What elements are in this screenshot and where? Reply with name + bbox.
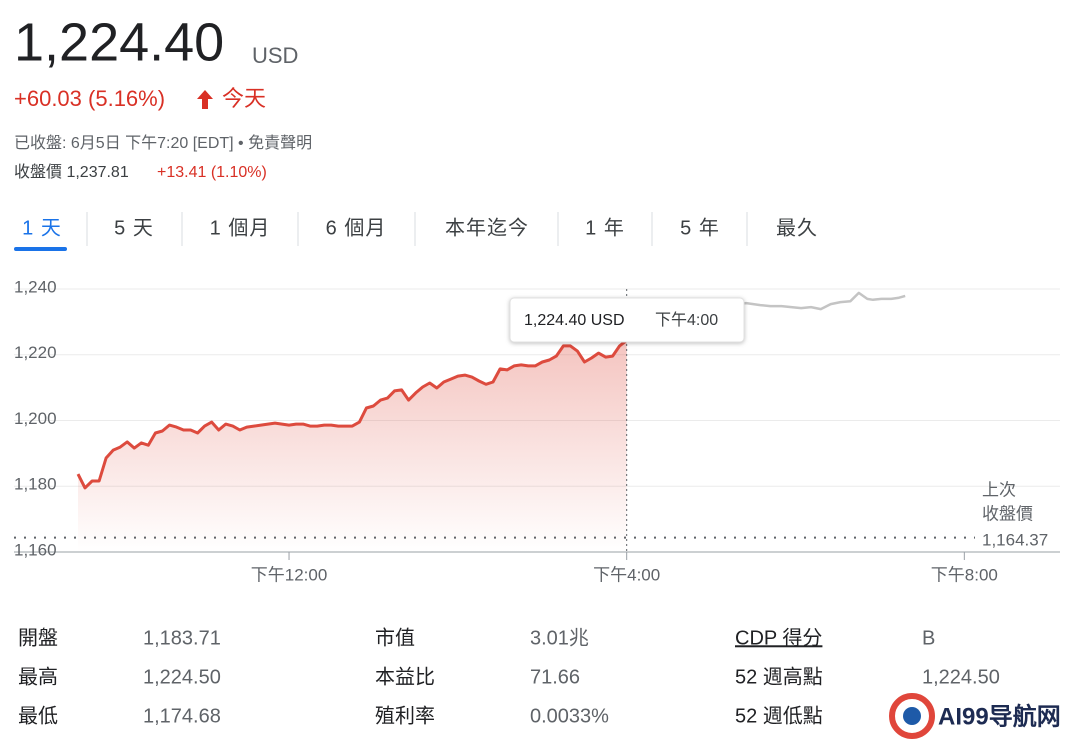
up-arrow bbox=[197, 90, 213, 109]
watermark: AI99导航网 bbox=[938, 702, 1061, 730]
x-tick-label: 下午12:00 bbox=[251, 565, 328, 584]
previous-close-label: 上次 bbox=[982, 480, 1016, 499]
tab[interactable]: 1 年 bbox=[585, 216, 625, 239]
close-change: +13.41 (1.10%) bbox=[157, 164, 267, 181]
stat-value: 1,224.50 bbox=[922, 666, 1000, 688]
previous-close-label: 收盤價 bbox=[982, 504, 1033, 523]
tab[interactable]: 本年迄今 bbox=[445, 216, 529, 239]
y-tick-label: 1,200 bbox=[14, 409, 57, 428]
tooltip-time: 下午4:00 bbox=[655, 311, 718, 329]
close-label: 收盤價 1,237.81 bbox=[14, 163, 129, 181]
y-tick-label: 1,240 bbox=[14, 277, 57, 296]
stat-value: 1,174.68 bbox=[143, 705, 221, 727]
currency: USD bbox=[252, 43, 298, 68]
stat-label: 52 週高點 bbox=[735, 665, 823, 688]
watermark-logo bbox=[889, 693, 935, 739]
price-line bbox=[76, 339, 628, 490]
stat-label: CDP 得分 bbox=[735, 626, 822, 649]
stat-value: B bbox=[922, 627, 935, 649]
tab[interactable]: 5 年 bbox=[680, 216, 720, 239]
stat-label: 開盤 bbox=[18, 626, 58, 649]
stat-value: 1,224.50 bbox=[143, 666, 221, 688]
tab[interactable]: 5 天 bbox=[114, 217, 154, 239]
tab[interactable]: 6 個月 bbox=[326, 216, 387, 239]
tab-underline bbox=[14, 247, 67, 251]
x-tick-label: 下午8:00 bbox=[931, 565, 998, 584]
y-tick-label: 1,180 bbox=[14, 475, 57, 494]
stat-label: 最低 bbox=[18, 704, 58, 727]
y-tick-label: 1,220 bbox=[14, 343, 57, 362]
x-tick-label: 下午4:00 bbox=[593, 565, 660, 584]
tab[interactable]: 1 天 bbox=[22, 217, 62, 239]
price: 1,224.40 bbox=[14, 12, 224, 72]
chart: 1,240 1,220 1,200 1,180 1,160 下午12:00 下午4:00 下午… bbox=[14, 277, 1060, 584]
watermark-logo-core bbox=[903, 707, 921, 725]
tab[interactable]: 最久 bbox=[776, 216, 818, 239]
status: 已收盤: 6月5日 下午7:20 [EDT] • 免責聲明 bbox=[14, 134, 312, 152]
y-tick-label: 1,160 bbox=[14, 540, 57, 559]
stat-label: 52 週低點 bbox=[735, 704, 823, 727]
stat-label: 殖利率 bbox=[375, 704, 435, 727]
stat-value: 71.66 bbox=[530, 666, 580, 688]
period: 今天 bbox=[222, 86, 266, 111]
change: +60.03 (5.16%) bbox=[14, 86, 165, 111]
stats: 開盤 1,183.71 市值 3.01兆 CDP 得分 B 最高 1,224.50 本益比 71.… bbox=[18, 626, 1000, 727]
stat-value: 3.01兆 bbox=[530, 626, 589, 649]
stat-value: 1,183.71 bbox=[143, 627, 221, 649]
tabs: 1 天 5 天 1 個月 6 個月 本年迄今 1 年 5 年 最久 bbox=[14, 212, 818, 251]
stat-label: 最高 bbox=[18, 665, 58, 688]
tooltip-box bbox=[509, 297, 745, 343]
stat-value: 0.0033% bbox=[530, 705, 609, 727]
area bbox=[78, 340, 627, 552]
tab[interactable]: 1 個月 bbox=[210, 216, 271, 239]
previous-close-value: 1,164.37 bbox=[982, 530, 1048, 549]
stat-label: 市值 bbox=[375, 626, 415, 649]
tooltip-price: 1,224.40 USD bbox=[524, 312, 625, 329]
stat-label: 本益比 bbox=[375, 665, 435, 688]
